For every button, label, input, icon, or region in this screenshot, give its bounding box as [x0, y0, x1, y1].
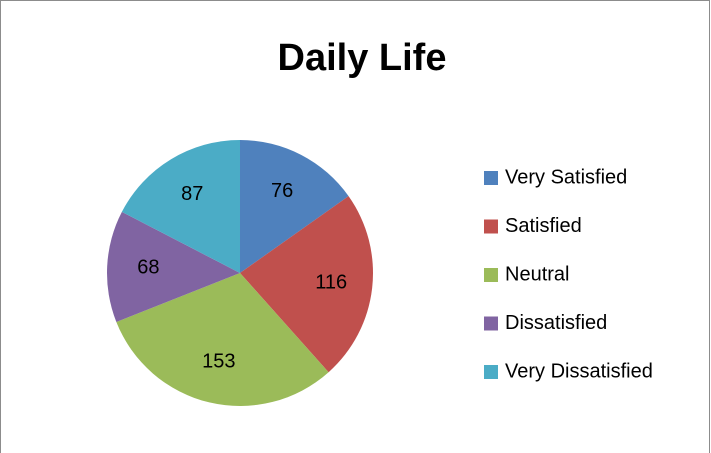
data-label: 76 — [271, 180, 293, 202]
legend-label: Satisfied — [505, 215, 582, 237]
legend-label: Neutral — [505, 263, 569, 285]
pie-slice — [116, 273, 329, 406]
legend-swatch — [484, 268, 498, 282]
legend-label: Very Dissatisfied — [505, 360, 653, 382]
data-label: 68 — [137, 257, 159, 279]
legend-swatch — [484, 171, 498, 185]
pie-slice — [107, 211, 240, 322]
data-label: 87 — [181, 183, 203, 205]
legend-label: Very Satisfied — [505, 166, 627, 188]
data-label: 116 — [315, 272, 347, 294]
chart-title: Daily Life — [278, 37, 447, 79]
legend-label: Dissatisfied — [505, 312, 607, 334]
legend-swatch — [484, 316, 498, 331]
legend-swatch — [484, 365, 498, 379]
pie-slice — [240, 196, 373, 373]
data-label: 153 — [202, 351, 235, 373]
legend-swatch — [484, 219, 498, 234]
pie-slice — [240, 140, 349, 273]
pie-slice — [121, 140, 240, 273]
